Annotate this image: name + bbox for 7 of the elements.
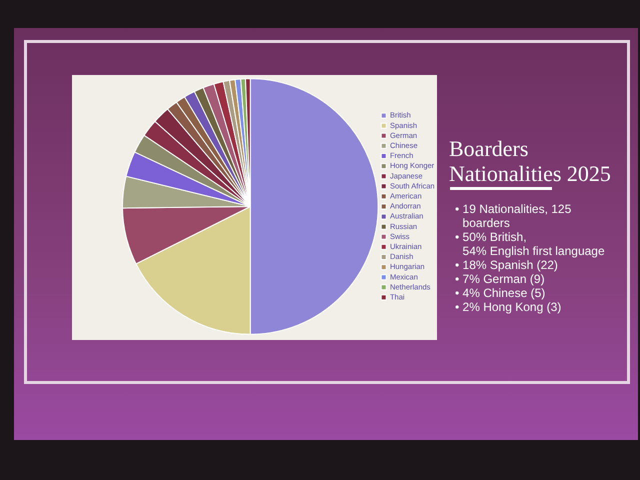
text: Boarders Nationalities 2025 <box>449 136 612 186</box>
text: • 4% Chinese (5) <box>455 286 546 300</box>
text: • 50% British, 54% English first language <box>455 230 606 258</box>
text: • 18% Spanish (22) <box>455 258 559 272</box>
text: • 7% German (9) <box>455 272 546 286</box>
text: • 2% Hong Kong (3) <box>455 300 562 314</box>
text: • 19 Nationalities, 125 boarders <box>455 202 572 230</box>
